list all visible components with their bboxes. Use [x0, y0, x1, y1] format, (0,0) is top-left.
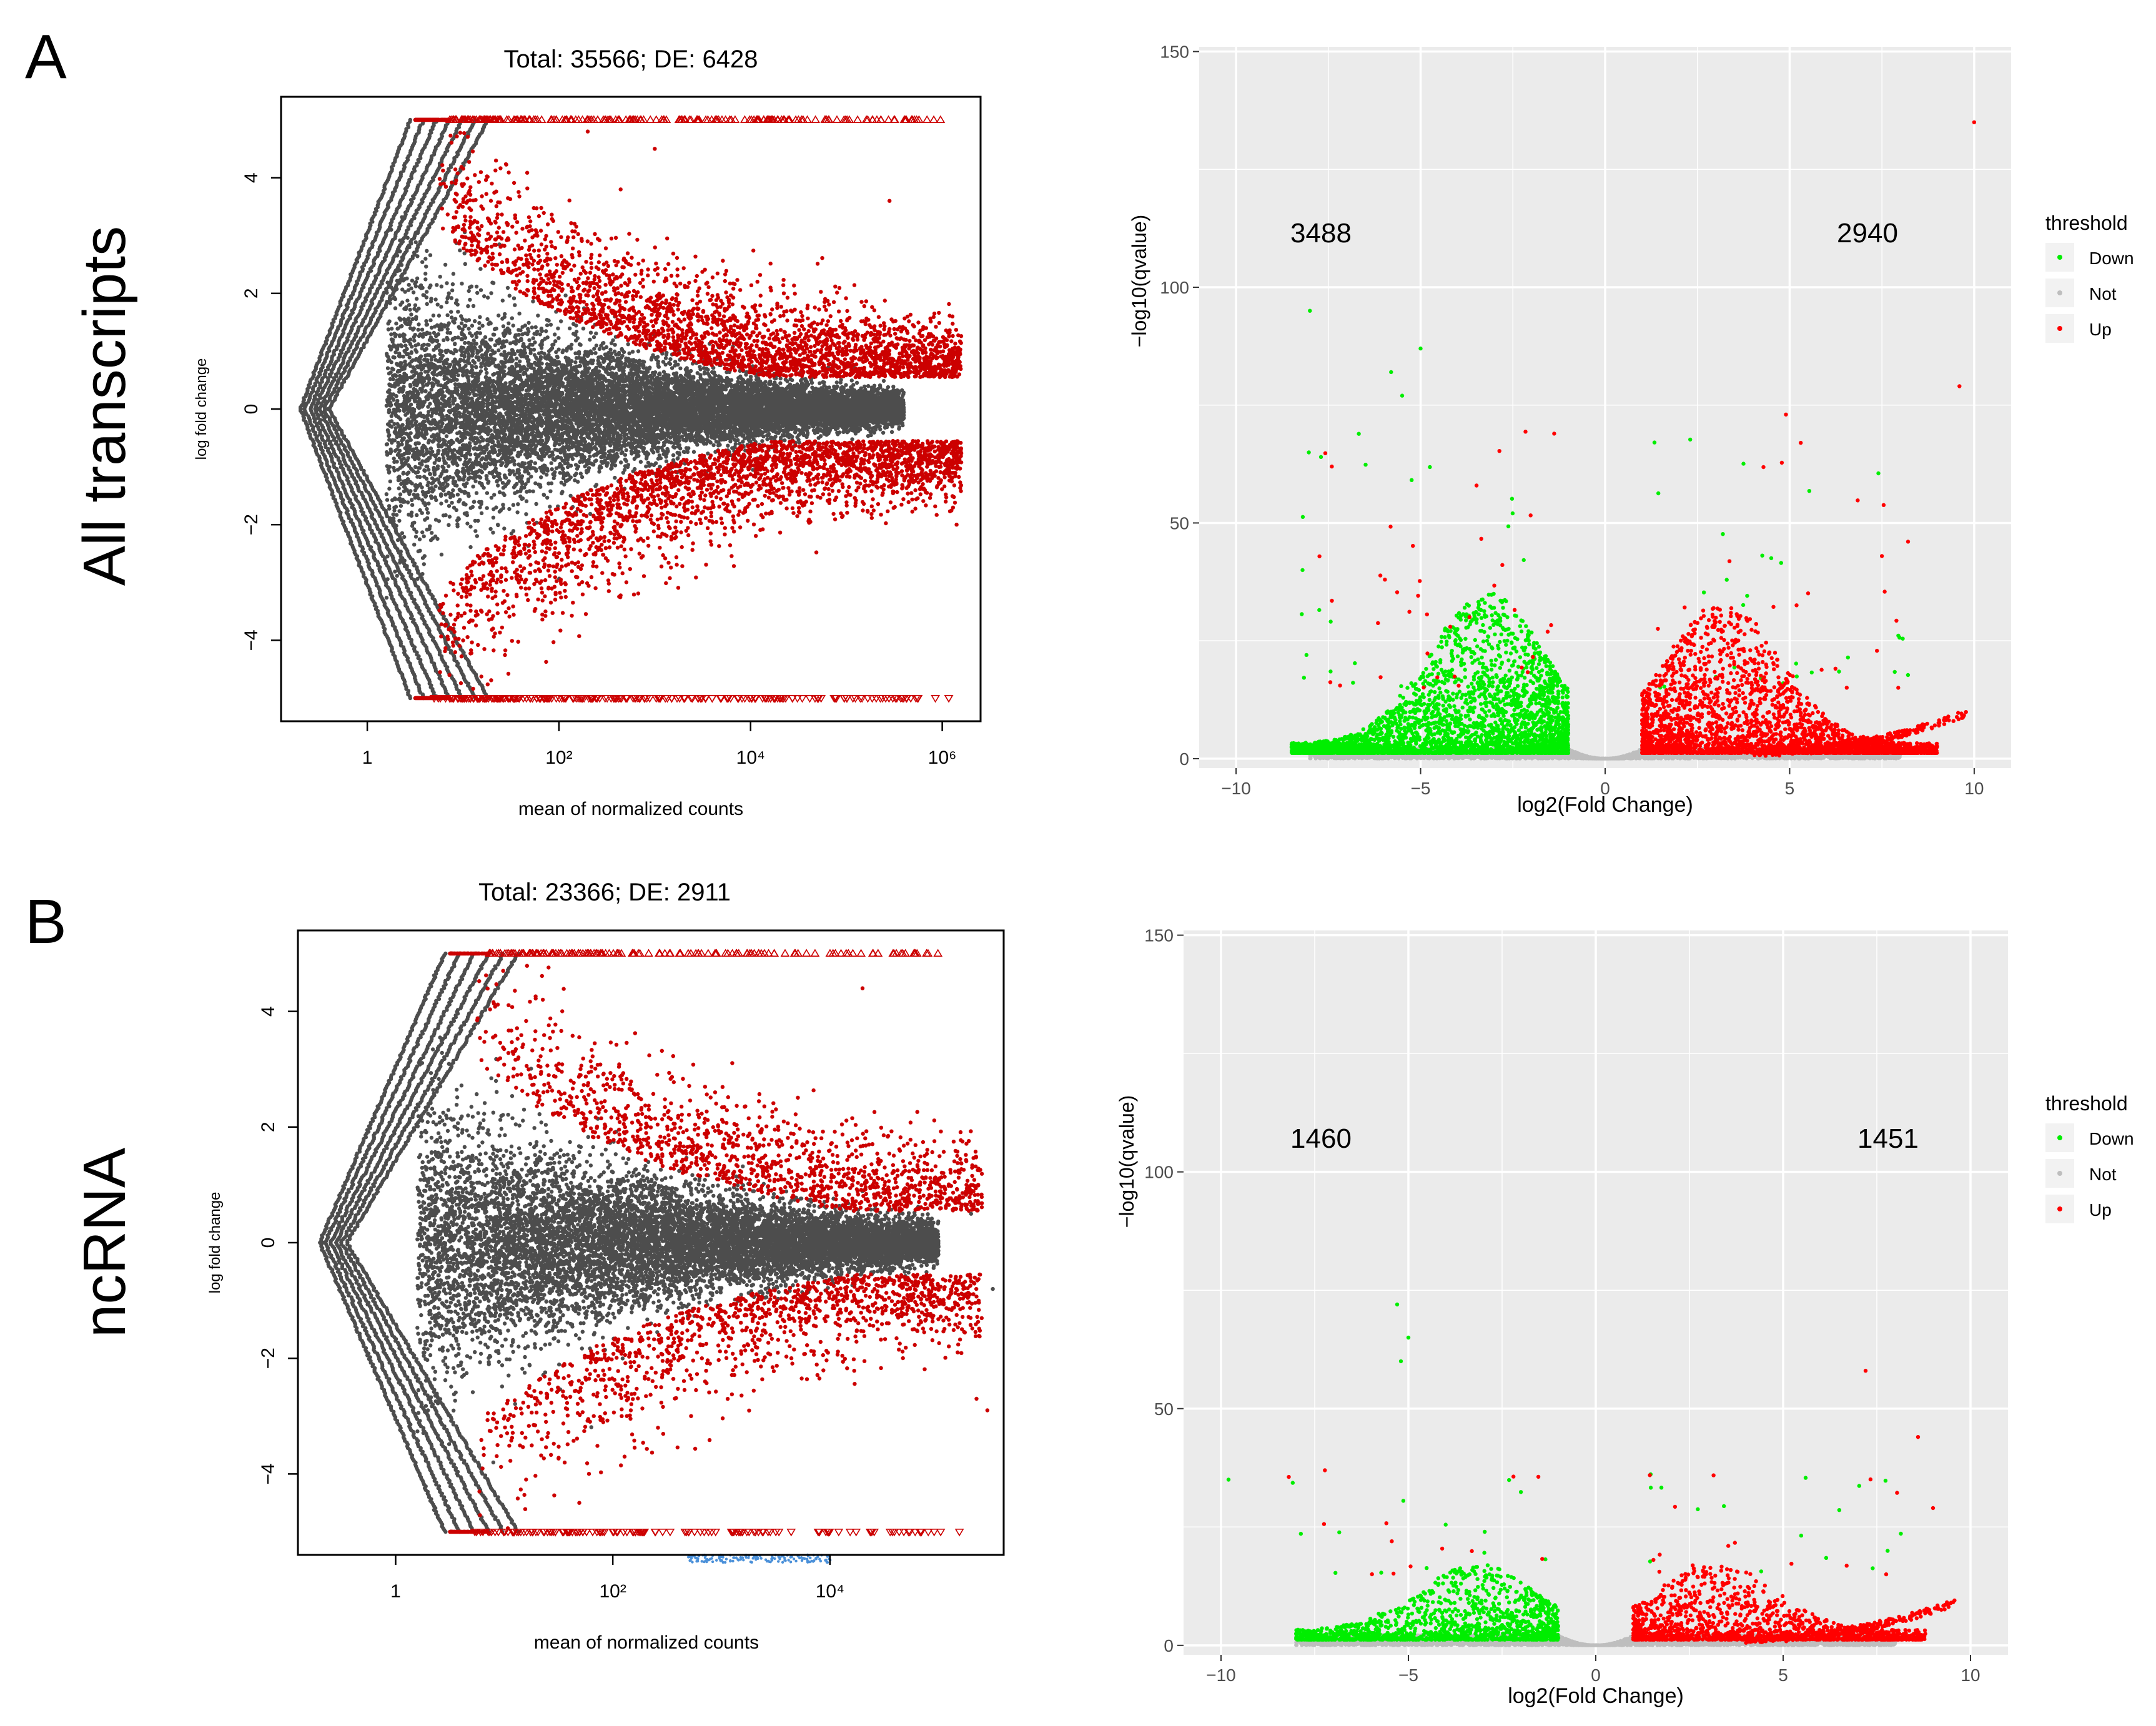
vol-a-points-up — [1317, 120, 1977, 758]
volcano-a-legend-dot-not — [2057, 290, 2062, 295]
volcano-a-legend-label-not: Not — [2089, 284, 2117, 303]
volcano-b-legend-label-up: Up — [2089, 1200, 2112, 1220]
row-title-ncrna: ncRNA — [71, 1148, 138, 1338]
volcano-b-legend-label-not: Not — [2089, 1165, 2117, 1184]
ma-y-tick-label: −2 — [241, 514, 262, 535]
ma-x-tick-label: 10⁴ — [736, 747, 765, 768]
ma-y-tick-label: 4 — [241, 172, 262, 183]
volcano-x-tick-label: −5 — [1411, 779, 1431, 798]
ma-plot-a: Total: 35566; DE: 6428 1 10² 10⁴ 10⁶ −4 −2 0 2 4… — [193, 46, 982, 819]
ma-x-tick-label: 10² — [545, 747, 572, 768]
ma-a-axes: 1 10² 10⁴ 10⁶ −4 −2 0 2 4 — [241, 172, 956, 768]
volcano-y-tick-label: 150 — [1144, 926, 1174, 945]
volcano-a-legend-label-down: Down — [2089, 249, 2134, 268]
volcano-b-ylabel: −log10(qvalue) — [1115, 1095, 1138, 1228]
volcano-b-grid — [1184, 930, 2008, 1655]
ma-y-tick-label: 2 — [241, 288, 262, 298]
volcano-a-legend-dot-up — [2057, 326, 2062, 331]
ma-a-points-red — [413, 117, 964, 701]
row-title-all-transcripts: All transcripts — [71, 226, 138, 586]
volcano-b-legend-title: threshold — [2045, 1092, 2128, 1115]
volcano-x-tick-label: 10 — [1961, 1665, 1980, 1685]
ma-b-ylabel: log fold change — [207, 1192, 224, 1294]
volcano-b-down-count: 1460 — [1290, 1123, 1352, 1154]
volcano-x-tick-label: −10 — [1221, 779, 1251, 798]
ma-a-title: Total: 35566; DE: 6428 — [504, 46, 758, 73]
ma-plot-b: Total: 23366; DE: 2911 1 10² 10⁴ −4 −2 0 2 4 me… — [207, 879, 1005, 1653]
volcano-x-tick-label: 5 — [1778, 1665, 1788, 1685]
volcano-a-points — [1289, 120, 1977, 761]
ma-y-tick-label: −2 — [258, 1348, 279, 1369]
volcano-a-ylabel: −log10(qvalue) — [1128, 215, 1150, 348]
volcano-b-legend: threshold Down Not Up — [2045, 1092, 2134, 1223]
ma-a-points-gray — [299, 117, 944, 701]
ma-y-tick-label: 2 — [258, 1122, 279, 1132]
ma-y-tick-label: 0 — [241, 404, 262, 415]
volcano-a-legend-title: threshold — [2045, 212, 2128, 234]
ma-y-tick-label: −4 — [258, 1463, 279, 1484]
volcano-x-tick-label: 0 — [1591, 1665, 1601, 1685]
ma-y-tick-label: 4 — [258, 1006, 279, 1017]
volcano-y-tick-label: 100 — [1144, 1163, 1174, 1182]
ma-b-points-red — [448, 951, 990, 1534]
ma-b-points — [318, 949, 995, 1564]
vol-b-points-up — [1287, 1368, 1957, 1645]
ma-x-tick-label: 1 — [390, 1581, 401, 1602]
ma-a-xlabel: mean of normalized counts — [518, 799, 743, 819]
ma-b-blue-marks — [687, 1553, 832, 1564]
volcano-a-down-count: 3488 — [1290, 218, 1352, 249]
volcano-y-tick-label: 0 — [1164, 1636, 1174, 1655]
ma-b-title: Total: 23366; DE: 2911 — [478, 879, 731, 906]
volcano-x-tick-label: −5 — [1398, 1665, 1418, 1685]
ma-b-xlabel: mean of normalized counts — [534, 1632, 759, 1653]
volcano-x-tick-label: 0 — [1600, 779, 1610, 798]
ma-a-points — [299, 115, 964, 703]
ma-y-tick-label: 0 — [258, 1238, 279, 1248]
ma-b-points-clipped-triangles — [470, 949, 964, 1537]
ma-y-tick-label: −4 — [241, 629, 262, 651]
panel-label-a: A — [25, 22, 67, 92]
ma-x-tick-label: 1 — [362, 747, 373, 768]
ma-a-ylabel: log fold change — [193, 358, 210, 460]
volcano-a-legend-dot-down — [2057, 255, 2062, 260]
volcano-x-tick-label: −10 — [1206, 1665, 1236, 1685]
ma-x-tick-label: 10⁶ — [928, 747, 957, 768]
vol-b-points-down — [1226, 1302, 1903, 1642]
volcano-b-xlabel: log2(Fold Change) — [1508, 1684, 1684, 1708]
vol-a-points-down — [1289, 308, 1911, 755]
ma-x-tick-label: 10² — [599, 1581, 626, 1602]
volcano-y-tick-label: 50 — [1170, 513, 1189, 533]
ma-b-points-gray — [318, 951, 995, 1534]
volcano-y-tick-label: 0 — [1179, 749, 1189, 769]
volcano-b-points — [1226, 1302, 1957, 1647]
volcano-a-up-count: 2940 — [1837, 218, 1898, 249]
volcano-b-legend-dot-up — [2057, 1206, 2062, 1211]
volcano-y-tick-label: 100 — [1160, 278, 1189, 297]
volcano-b-legend-dot-not — [2057, 1171, 2062, 1176]
volcano-a-legend-label-up: Up — [2089, 320, 2112, 339]
volcano-a-legend: threshold Down Not Up — [2045, 212, 2134, 343]
volcano-x-tick-label: 5 — [1785, 779, 1795, 798]
volcano-y-tick-label: 50 — [1154, 1399, 1174, 1419]
ma-b-axes: 1 10² 10⁴ −4 −2 0 2 4 — [258, 1006, 844, 1602]
panel-label-b: B — [25, 887, 67, 957]
volcano-b-legend-label-down: Down — [2089, 1129, 2134, 1148]
volcano-a-xlabel: log2(Fold Change) — [1517, 793, 1693, 817]
volcano-x-tick-label: 10 — [1964, 779, 1984, 798]
volcano-b-up-count: 1451 — [1857, 1123, 1919, 1154]
volcano-b-legend-dot-down — [2057, 1135, 2062, 1140]
ma-x-tick-label: 10⁴ — [816, 1581, 844, 1602]
ma-a-points-clipped-triangles — [429, 115, 954, 703]
volcano-y-tick-label: 150 — [1160, 42, 1189, 62]
